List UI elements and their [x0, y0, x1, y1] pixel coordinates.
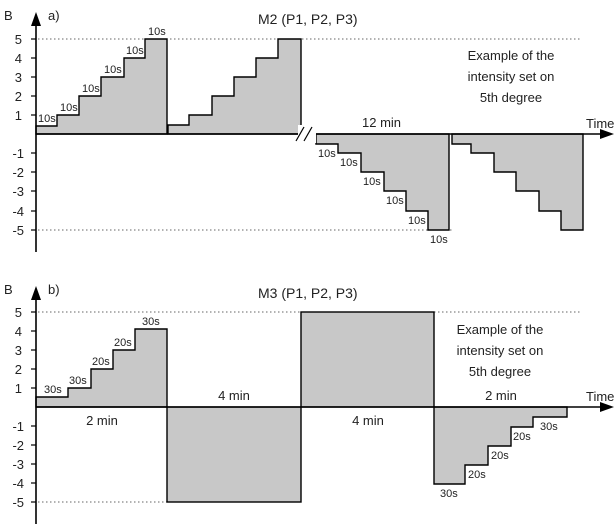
step-label-a: 10s: [363, 176, 381, 188]
y-tick-label-a: 2: [15, 89, 22, 104]
y-axis-arrow-b: [31, 286, 41, 300]
step-label-b: 30s: [142, 316, 160, 328]
step-label-b: 20s: [92, 356, 110, 368]
time-label-b: Time: [586, 389, 614, 404]
note-line-b: 5th degree: [469, 364, 531, 379]
step-label-a: 10s: [318, 148, 336, 160]
note-line-a: Example of the: [468, 48, 555, 63]
stairs-up-2-a: [167, 38, 302, 135]
stairs-down-2-a: [451, 133, 584, 231]
step-label-b: 20s: [114, 337, 132, 349]
step-label-b: 30s: [44, 384, 62, 396]
duration-label-b: 2 min: [86, 413, 118, 428]
step-label-a: 10s: [386, 195, 404, 207]
y-tick-label-b: 1: [15, 381, 22, 396]
y-tick-label-b: -4: [12, 476, 24, 491]
positive-block-b: [300, 311, 435, 408]
stairs-down-b: [433, 406, 568, 485]
y-tick-label-b: -5: [12, 495, 24, 510]
panel-b: 5 4 3 2 1 -1 -2 -3 -4 -5 B b) M3 (P1, P2…: [4, 282, 614, 524]
y-tick-label-a: -4: [12, 204, 24, 219]
y-tick-label-a: 1: [15, 108, 22, 123]
step-label-a: 10s: [104, 64, 122, 76]
chart-title-a: M2 (P1, P2, P3): [258, 11, 358, 27]
panel-a: 5 4 3 2 1 -1 -2 -3 -4 -5 B a) M2 (P1, P2…: [4, 8, 614, 252]
duration-label-b: 2 min: [485, 388, 517, 403]
stairs-up-1-a: [35, 38, 168, 135]
y-tick-label-a: 4: [15, 51, 22, 66]
axis-break-a: [295, 125, 316, 143]
x-axis-arrow-a: [600, 129, 614, 139]
y-tick-label-a: -5: [12, 223, 24, 238]
note-line-a: 5th degree: [480, 90, 542, 105]
y-tick-label-b: -1: [12, 419, 24, 434]
step-label-a: 10s: [82, 83, 100, 95]
step-label-b: 30s: [540, 421, 558, 433]
step-label-a: 10s: [126, 45, 144, 57]
y-tick-label-a: -1: [12, 146, 24, 161]
y-tick-label-a: 3: [15, 70, 22, 85]
y-tick-label-b: -2: [12, 438, 24, 453]
stairs-up-b: [35, 328, 168, 408]
y-ticks-b: [31, 311, 36, 503]
y-tick-label-b: 5: [15, 305, 22, 320]
note-line-a: intensity set on: [468, 69, 555, 84]
step-label-a: 10s: [408, 215, 426, 227]
y-ticks-a: [31, 38, 36, 231]
y-axis-label-a: B: [4, 8, 13, 23]
step-label-b: 30s: [69, 375, 87, 387]
y-axis-arrow-a: [31, 12, 41, 26]
step-label-b: 20s: [468, 469, 486, 481]
y-tick-label-a: 5: [15, 32, 22, 47]
y-axis-label-b: B: [4, 282, 13, 297]
duration-label-b: 4 min: [352, 413, 384, 428]
x-axis-arrow-b: [600, 402, 614, 412]
y-tick-label-a: -3: [12, 184, 24, 199]
note-line-b: Example of the: [457, 322, 544, 337]
step-label-b: 20s: [491, 450, 509, 462]
duration-label-b: 4 min: [218, 388, 250, 403]
stairs-down-1-a: [315, 133, 450, 231]
break-duration-label: 12 min: [362, 115, 401, 130]
panel-label-a: a): [48, 8, 60, 23]
step-label-a: 10s: [340, 157, 358, 169]
y-tick-label-b: 3: [15, 343, 22, 358]
time-label-a: Time: [586, 116, 614, 131]
step-label-b: 30s: [440, 488, 458, 500]
step-label-b: 20s: [513, 431, 531, 443]
panel-label-b: b): [48, 282, 60, 297]
step-label-a: 10s: [38, 113, 56, 125]
y-tick-label-b: 4: [15, 324, 22, 339]
step-label-a: 10s: [60, 102, 78, 114]
chart-title-b: M3 (P1, P2, P3): [258, 285, 358, 301]
step-label-a: 10s: [430, 234, 448, 246]
y-tick-label-a: -2: [12, 165, 24, 180]
y-tick-label-b: -3: [12, 457, 24, 472]
step-label-a: 10s: [148, 26, 166, 38]
negative-block-b: [166, 406, 302, 503]
note-line-b: intensity set on: [457, 343, 544, 358]
y-tick-label-b: 2: [15, 362, 22, 377]
